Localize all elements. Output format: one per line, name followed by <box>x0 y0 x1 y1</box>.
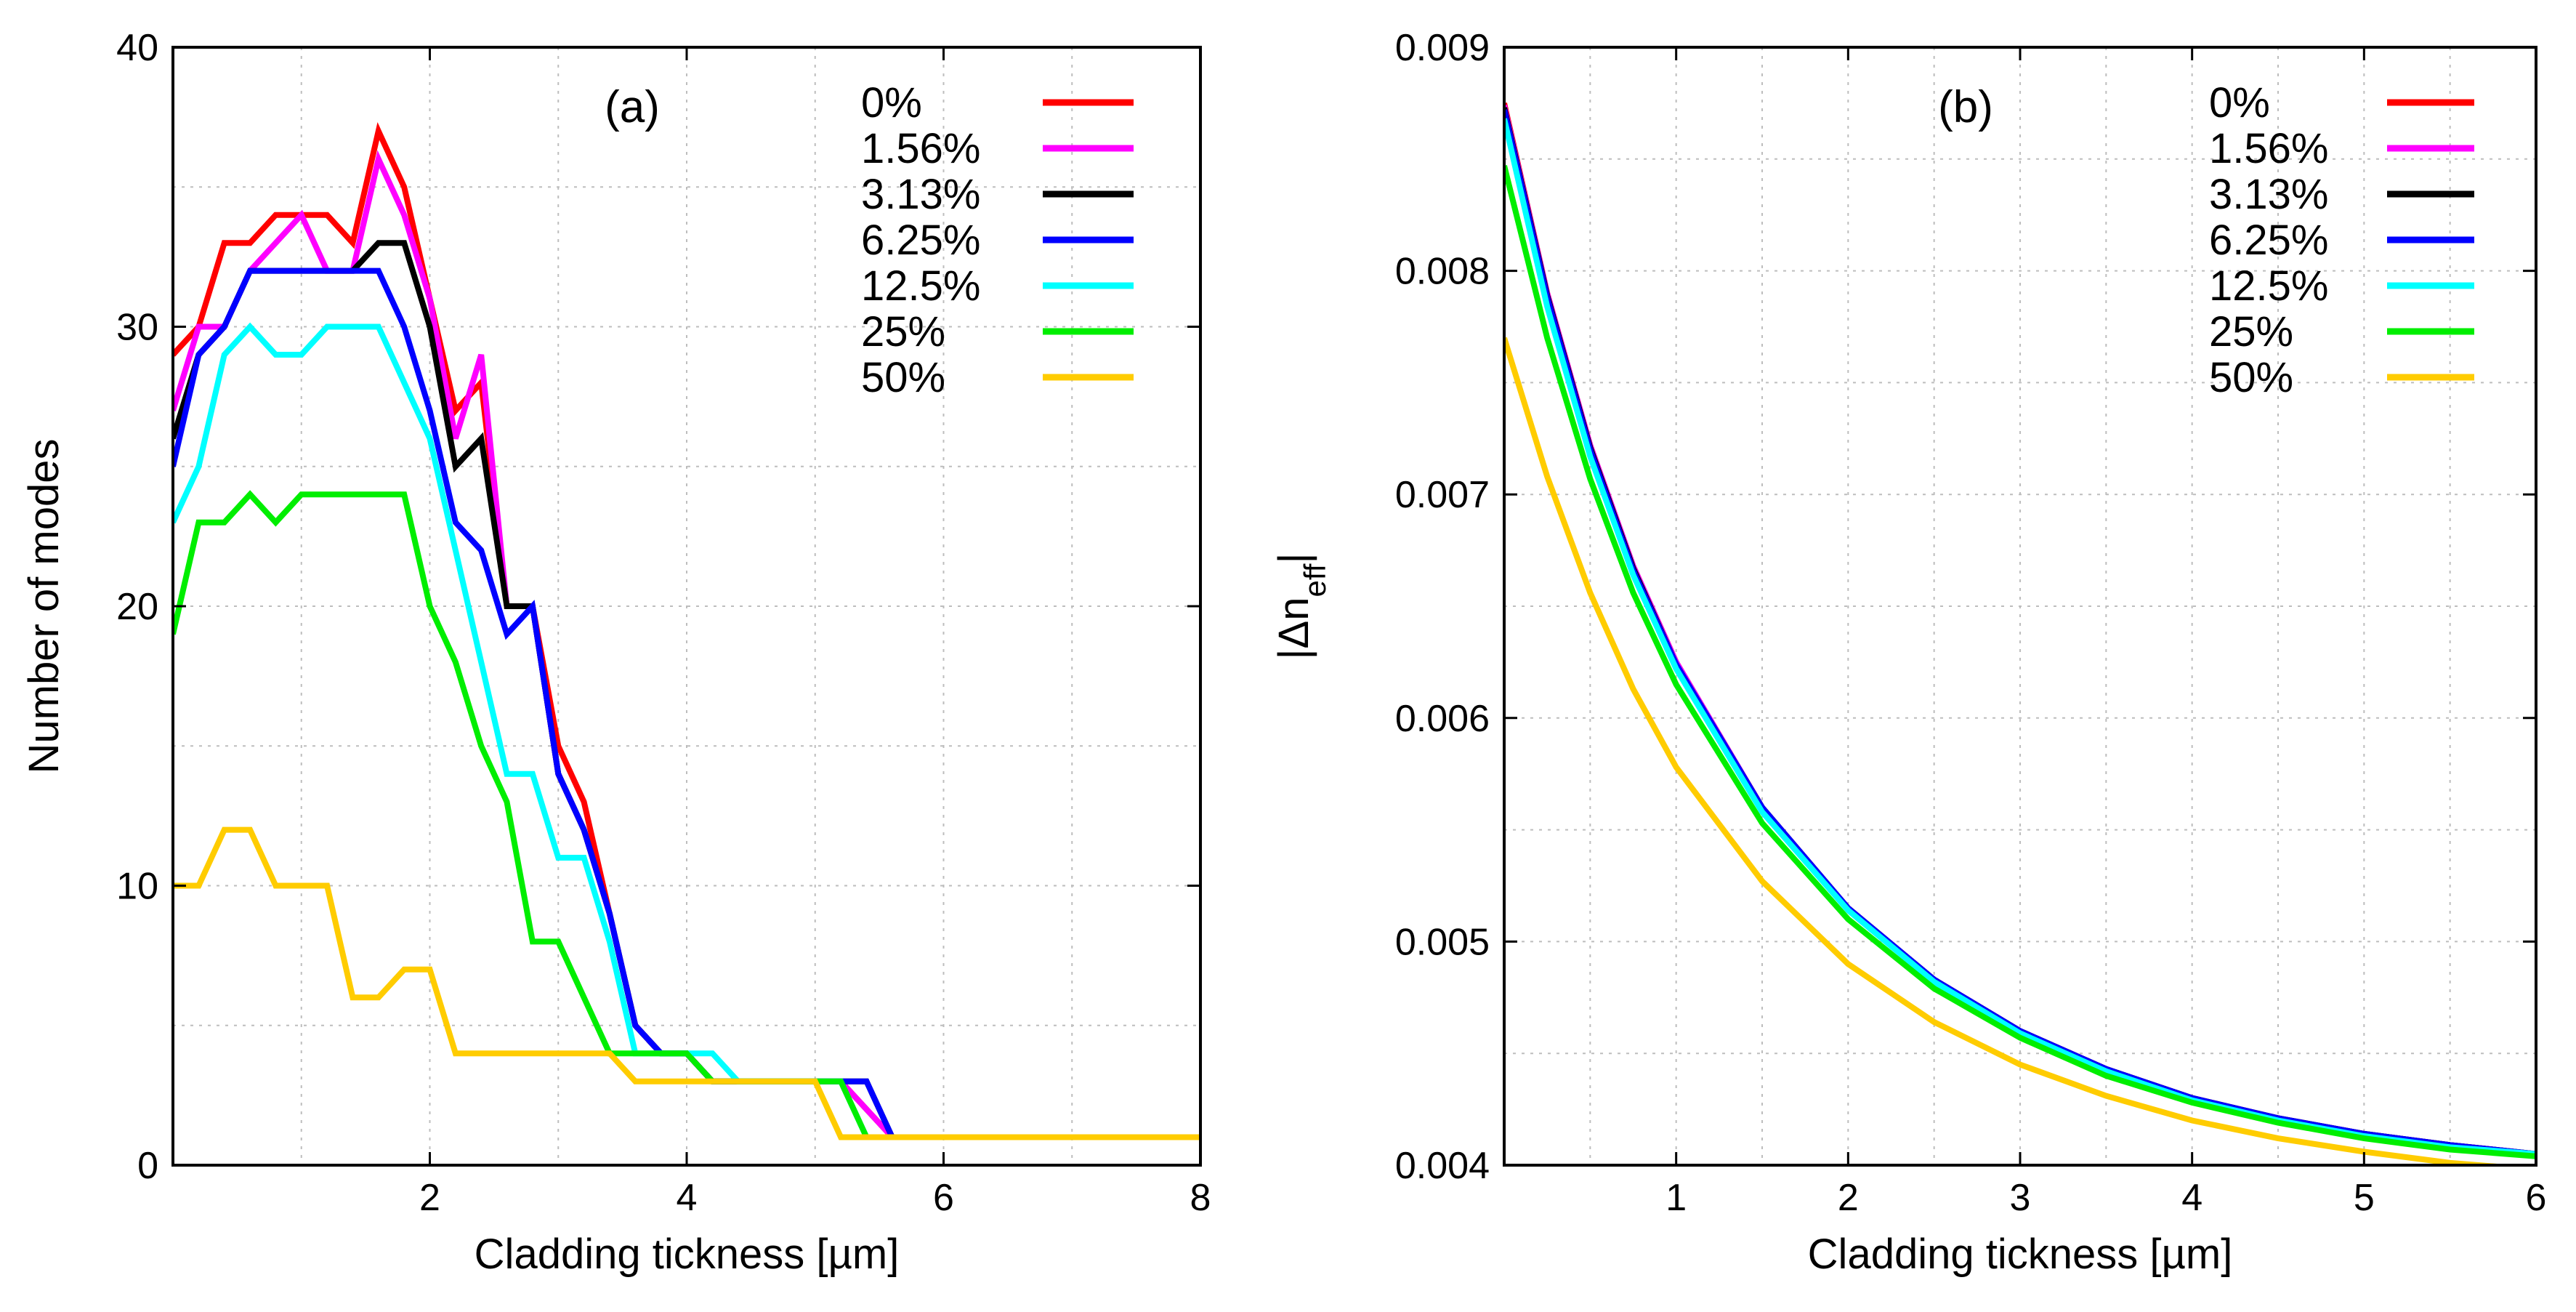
y-ticks: 0 10 20 30 40 <box>116 27 1200 1187</box>
grid <box>1504 47 2536 1165</box>
x-tick-label: 6 <box>2526 1177 2547 1219</box>
series-group <box>1504 102 2536 1165</box>
panel-b: 1 2 3 4 5 6 0.004 0.005 0.006 0.007 0.008 0.009 Clad… <box>1270 27 2546 1278</box>
legend-label: 3.13% <box>861 171 980 218</box>
y-tick-label: 30 <box>116 307 158 349</box>
y-tick-label: 0.007 <box>1395 474 1490 516</box>
legend: 0%1.56%3.13%6.25%12.5%25%50% <box>2209 79 2474 401</box>
y-tick-label: 0.006 <box>1395 698 1490 740</box>
y-axis-label-main: |Δn <box>1270 597 1317 659</box>
x-tick-label: 1 <box>1665 1177 1687 1219</box>
x-tick-label: 4 <box>677 1177 698 1219</box>
series-line-50pct <box>1504 337 2516 1165</box>
legend: 0%1.56%3.13%6.25%12.5%25%50% <box>861 79 1134 401</box>
y-tick-label: 20 <box>116 586 158 628</box>
y-tick-label: 0.005 <box>1395 921 1490 963</box>
y-axis-label-end: | <box>1270 552 1317 563</box>
legend-label: 1.56% <box>2209 125 2328 172</box>
legend-label: 50% <box>2209 354 2293 401</box>
x-tick-label: 3 <box>2010 1177 2031 1219</box>
y-tick-label: 0 <box>137 1145 158 1187</box>
y-tick-label: 40 <box>116 27 158 69</box>
panel-a: 2 4 6 8 0 10 20 30 40 Cladding tickness [µm] Numbe… <box>20 27 1211 1278</box>
panel-tag: (a) <box>605 82 660 132</box>
y-tick-label: 0.004 <box>1395 1145 1490 1187</box>
series-group <box>173 121 1200 1140</box>
legend-label: 12.5% <box>2209 262 2328 310</box>
y-ticks: 0.004 0.005 0.006 0.007 0.008 0.009 <box>1395 27 2536 1187</box>
series-line-25pct <box>1504 165 2536 1159</box>
x-axis-label: Cladding tickness [µm] <box>475 1231 900 1278</box>
legend-label: 0% <box>861 79 922 126</box>
legend-label: 6.25% <box>861 217 980 264</box>
y-tick-label: 0.008 <box>1395 251 1490 293</box>
y-tick-label: 0.009 <box>1395 27 1490 69</box>
legend-label: 50% <box>861 354 945 401</box>
x-tick-label: 5 <box>2354 1177 2375 1219</box>
legend-label: 12.5% <box>861 262 980 310</box>
y-tick-label: 10 <box>116 866 158 908</box>
y-axis-label: Number of modes <box>20 439 68 774</box>
x-tick-label: 8 <box>1190 1177 1211 1219</box>
x-tick-label: 2 <box>419 1177 440 1219</box>
x-ticks: 1 2 3 4 5 6 <box>1665 47 2546 1219</box>
panel-tag: (b) <box>1938 82 1993 132</box>
series-line-50pct <box>173 826 1200 1140</box>
x-axis-label: Cladding tickness [µm] <box>1808 1231 2233 1278</box>
x-tick-label: 4 <box>2181 1177 2202 1219</box>
legend-label: 25% <box>861 308 945 355</box>
legend-label: 0% <box>2209 79 2270 126</box>
x-tick-label: 6 <box>933 1177 954 1219</box>
y-axis-label-subscript: eff <box>1298 563 1332 597</box>
legend-label: 3.13% <box>2209 171 2328 218</box>
legend-label: 25% <box>2209 308 2293 355</box>
x-ticks: 2 4 6 8 <box>419 47 1211 1219</box>
legend-label: 6.25% <box>2209 217 2328 264</box>
grid <box>173 47 1200 1165</box>
legend-label: 1.56% <box>861 125 980 172</box>
y-axis-label: |Δneff| <box>1270 552 1332 659</box>
x-tick-label: 2 <box>1838 1177 1859 1219</box>
